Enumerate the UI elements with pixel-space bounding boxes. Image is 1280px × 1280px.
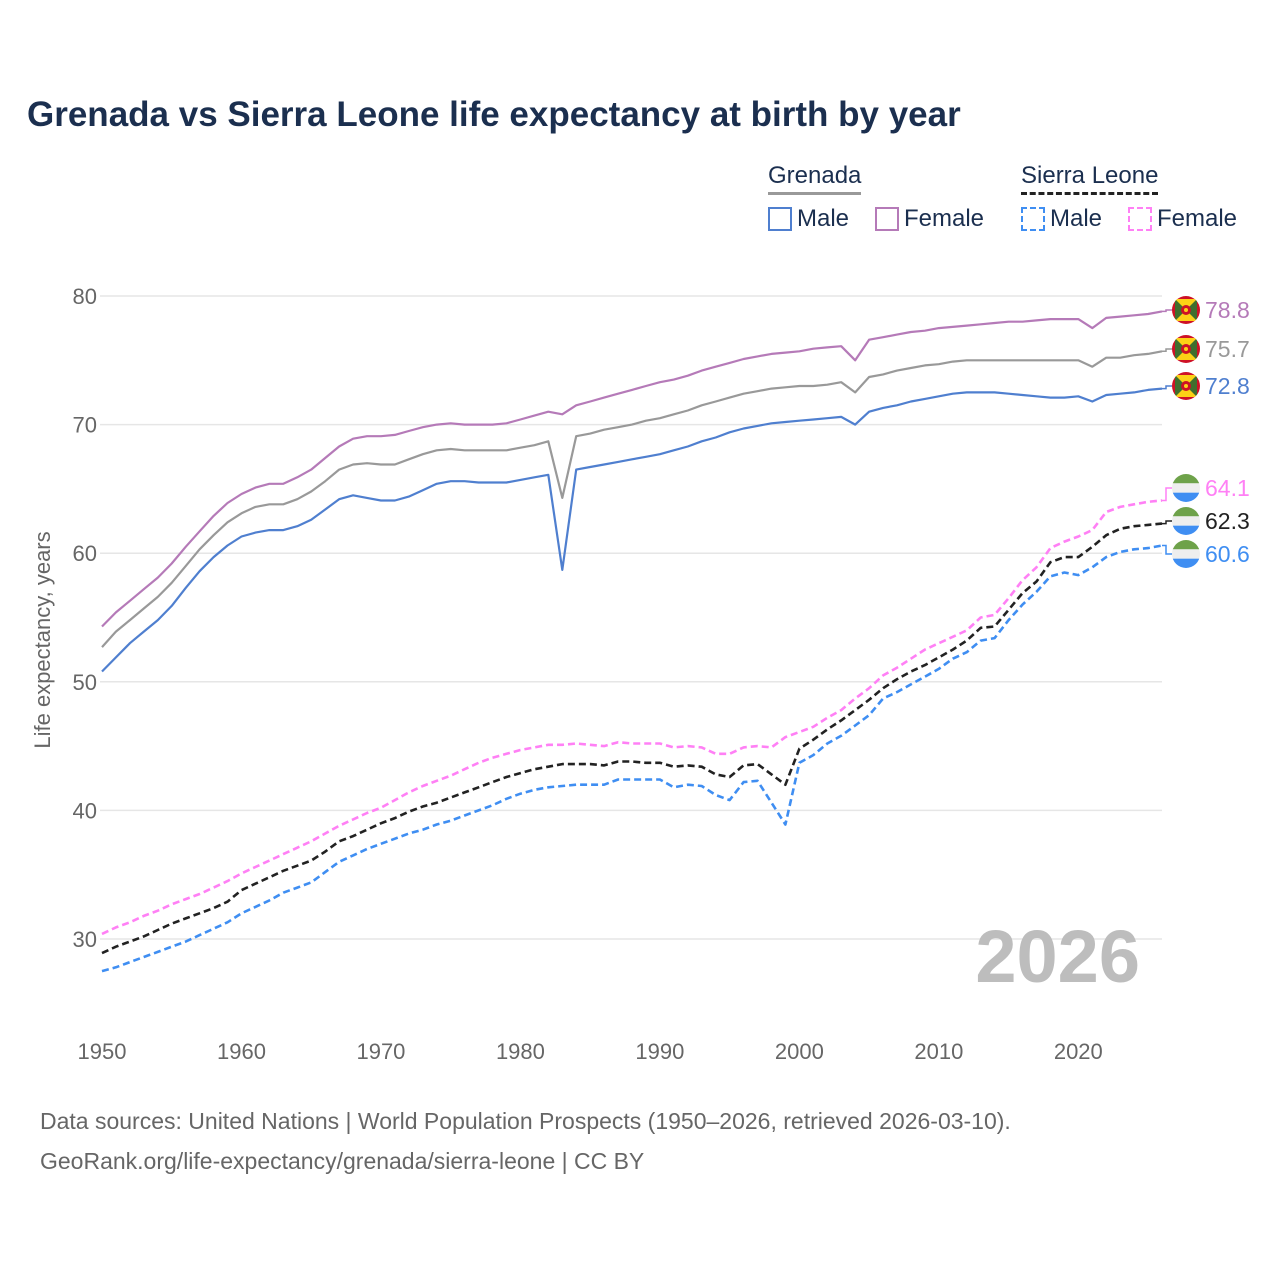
- x-tick-label: 1960: [217, 1039, 266, 1064]
- x-tick-label: 2020: [1054, 1039, 1103, 1064]
- series-line-sl-male: [101, 544, 1163, 973]
- chart-title: Grenada vs Sierra Leone life expectancy …: [27, 95, 961, 134]
- series-line-sl-female: [101, 499, 1163, 936]
- gridlines: [100, 295, 1162, 940]
- footer-link[interactable]: GeoRank.org/life-expectancy/grenada/sier…: [40, 1148, 645, 1174]
- series-line-grenada-male: [101, 387, 1163, 673]
- legend-sierra-leone-female[interactable]: Female: [1128, 205, 1237, 233]
- y-axis-label: Life expectancy, years: [30, 531, 55, 748]
- end-value-label: 62.3: [1205, 508, 1250, 534]
- legend-sierra-leone-male[interactable]: Male: [1021, 205, 1102, 233]
- legend-group-grenada: Grenada: [768, 162, 862, 195]
- legend-grenada-male[interactable]: Male: [768, 205, 849, 233]
- grenada-flag-icon: [1172, 372, 1200, 400]
- end-connector: [1162, 309, 1172, 313]
- end-value-label: 75.7: [1205, 336, 1250, 362]
- x-tick-label: 1970: [356, 1039, 405, 1064]
- legend-label: Male: [797, 205, 850, 232]
- year-watermark: 2026: [975, 915, 1140, 998]
- x-tick-label: 1990: [635, 1039, 684, 1064]
- y-tick-label: 40: [73, 798, 97, 823]
- sierra-leone-flag-icon: [1172, 507, 1200, 535]
- end-value-label: 60.6: [1205, 541, 1250, 567]
- end-connector: [1162, 520, 1172, 525]
- legend-grenada-female[interactable]: Female: [875, 205, 984, 233]
- grenada-flag-icon: [1172, 335, 1200, 363]
- legend-swatch: [768, 207, 792, 231]
- series-lines: [101, 310, 1163, 973]
- end-value-label: 72.8: [1205, 373, 1250, 399]
- legend-swatch: [1128, 207, 1152, 231]
- end-connector: [1162, 348, 1172, 353]
- end-labels: 78.8 75.7 72.8 64.1 62.3 60.6: [1162, 296, 1250, 568]
- x-axis-ticks: 1950 1960 1970 1980 1990 2000 2010 2020: [78, 1039, 1103, 1064]
- x-tick-label: 1980: [496, 1039, 545, 1064]
- legend-swatch: [875, 207, 899, 231]
- sierra-leone-flag-icon: [1172, 474, 1200, 502]
- footer-sources: Data sources: United Nations | World Pop…: [40, 1108, 1011, 1134]
- series-line-sl-total: [101, 522, 1163, 955]
- y-tick-label: 30: [73, 927, 97, 952]
- legend-label: Female: [1157, 205, 1238, 232]
- y-axis-ticks: 30 40 50 60 70 80: [73, 284, 97, 952]
- legend-group-sierra-leone: Sierra Leone: [1021, 162, 1159, 195]
- x-tick-label: 2010: [914, 1039, 963, 1064]
- end-value-label: 78.8: [1205, 297, 1250, 323]
- legend-label: Female: [904, 205, 985, 232]
- y-tick-label: 70: [73, 413, 97, 438]
- x-tick-label: 1950: [78, 1039, 127, 1064]
- y-tick-label: 50: [73, 670, 97, 695]
- grenada-flag-icon: [1172, 296, 1200, 324]
- x-tick-label: 2000: [775, 1039, 824, 1064]
- series-line-grenada-total: [101, 350, 1163, 648]
- y-tick-label: 80: [73, 284, 97, 309]
- sierra-leone-flag-icon: [1172, 540, 1200, 568]
- y-tick-label: 60: [73, 541, 97, 566]
- legend-label: Male: [1050, 205, 1103, 232]
- series-line-grenada-female: [101, 310, 1163, 628]
- end-connector: [1162, 487, 1172, 502]
- end-connector: [1162, 385, 1172, 390]
- legend-swatch: [1021, 207, 1045, 231]
- end-value-label: 64.1: [1205, 475, 1250, 501]
- end-connector: [1162, 544, 1172, 555]
